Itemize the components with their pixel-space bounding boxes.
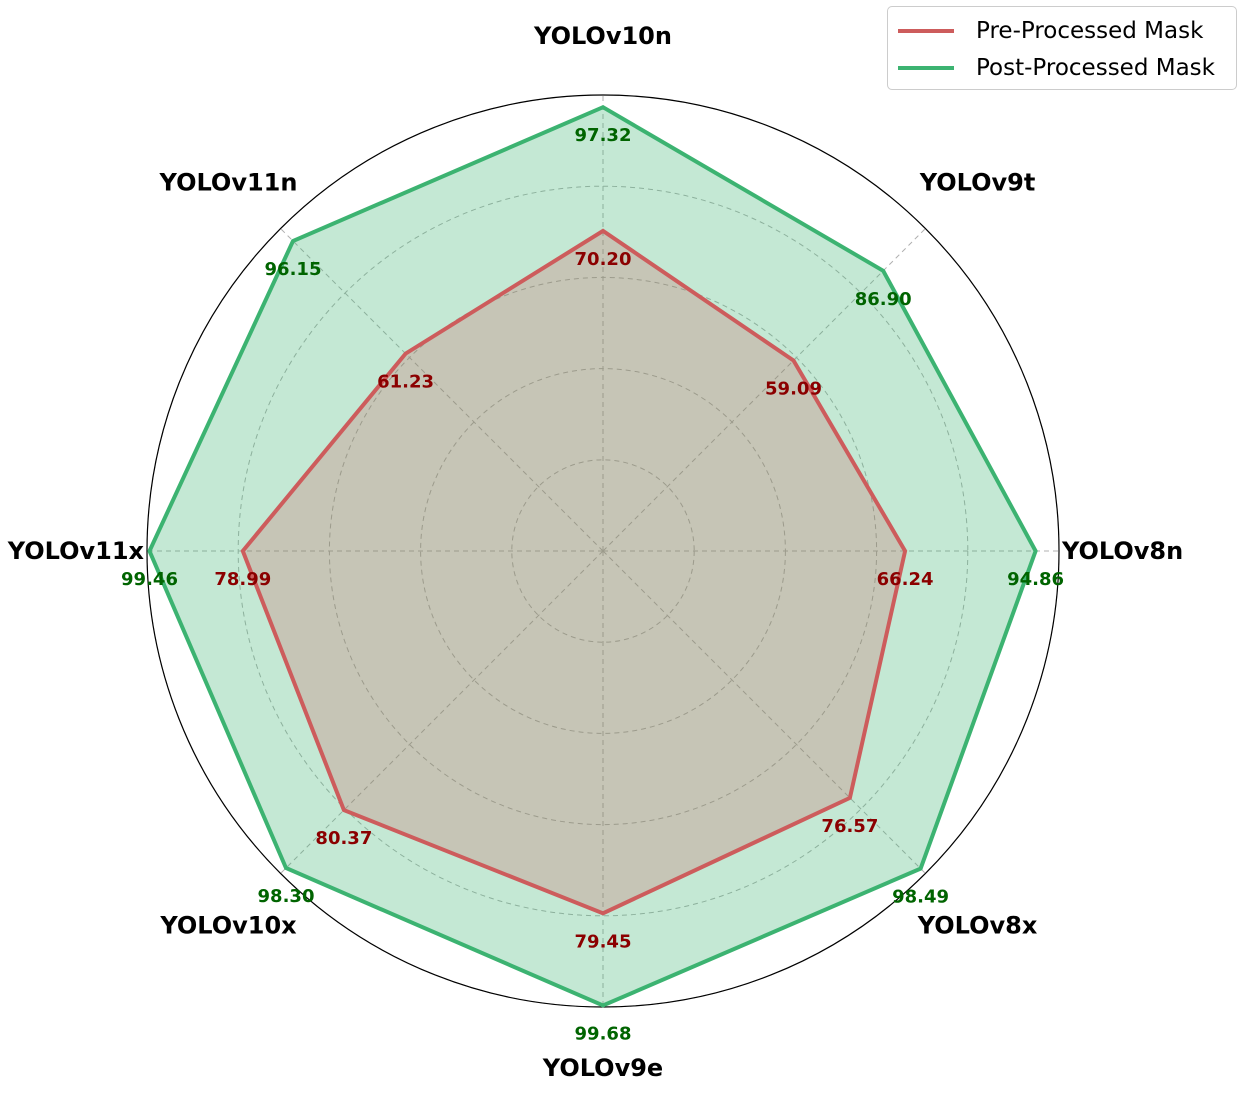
value-label-post: 94.86 bbox=[1007, 569, 1064, 590]
value-label-post: 99.68 bbox=[575, 1024, 632, 1045]
value-label-pre: 66.24 bbox=[877, 569, 934, 590]
legend: Pre-Processed Mask Post-Processed Mask bbox=[887, 6, 1237, 90]
series-area-post bbox=[149, 107, 1036, 1006]
legend-label-pre: Pre-Processed Mask bbox=[976, 18, 1204, 44]
value-label-post: 97.32 bbox=[575, 125, 632, 146]
series-area-pre bbox=[242, 230, 906, 914]
legend-swatch-post bbox=[898, 66, 954, 70]
category-label: YOLOv8x bbox=[917, 911, 1038, 939]
value-label-post: 98.30 bbox=[258, 886, 315, 907]
series-line-pre bbox=[240, 228, 908, 916]
value-label-post: 99.46 bbox=[121, 569, 178, 590]
legend-item-pre: Pre-Processed Mask bbox=[898, 16, 1203, 46]
legend-swatch-pre bbox=[898, 29, 954, 33]
value-label-pre: 78.99 bbox=[214, 569, 271, 590]
value-label-pre: 80.37 bbox=[315, 828, 372, 849]
value-label-pre: 79.45 bbox=[575, 931, 632, 952]
legend-item-post: Post-Processed Mask bbox=[898, 53, 1215, 83]
value-label-pre: 61.23 bbox=[377, 372, 434, 393]
grid-spoke bbox=[280, 228, 604, 552]
value-label-post: 86.90 bbox=[855, 289, 912, 310]
category-label-layer: YOLOv8n YOLOv9t YOLOv10n YOLOv11n YOLOv11x YO… bbox=[7, 22, 1184, 1082]
category-label: YOLOv9e bbox=[542, 1054, 663, 1082]
category-label: YOLOv10x bbox=[159, 911, 297, 939]
series-layer bbox=[147, 104, 1038, 1008]
value-label-pre: 76.57 bbox=[821, 816, 878, 837]
grid-spoke bbox=[602, 550, 926, 874]
value-label-post: 98.49 bbox=[892, 887, 949, 908]
category-label: YOLOv11n bbox=[159, 169, 298, 197]
category-label: YOLOv9t bbox=[919, 169, 1036, 197]
grid-spoke bbox=[280, 550, 604, 874]
category-label: YOLOv8n bbox=[1061, 537, 1183, 565]
category-label: YOLOv11x bbox=[7, 537, 145, 565]
category-label: YOLOv10n bbox=[533, 22, 672, 50]
value-label-layer: 66.24 59.09 70.20 61.23 78.99 80.37 79.45 76.57… bbox=[121, 125, 1064, 1044]
value-label-pre: 59.09 bbox=[765, 379, 822, 400]
legend-label-post: Post-Processed Mask bbox=[976, 55, 1215, 81]
series-line-post bbox=[147, 104, 1038, 1008]
value-label-post: 96.15 bbox=[265, 259, 322, 280]
value-label-pre: 70.20 bbox=[575, 249, 632, 270]
grid-spoke bbox=[602, 228, 926, 552]
